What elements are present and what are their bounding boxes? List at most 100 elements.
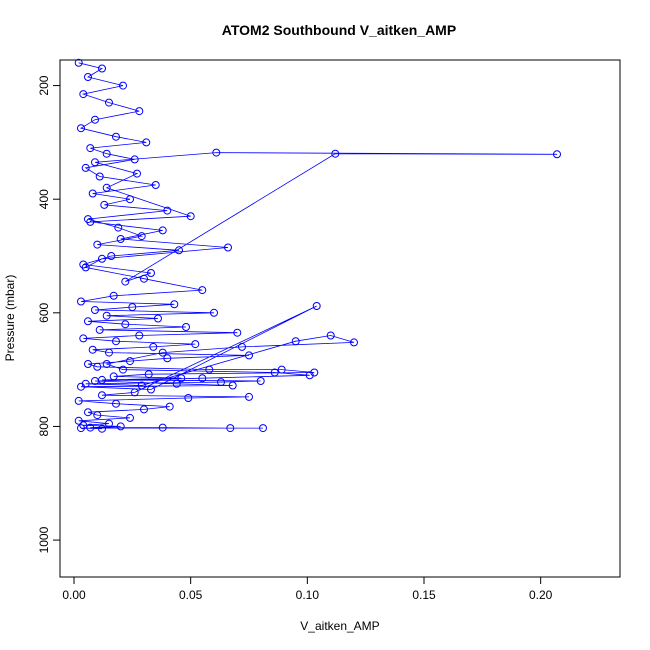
data-point bbox=[305, 371, 314, 380]
data-point bbox=[105, 419, 113, 428]
data-point bbox=[147, 385, 155, 394]
data-point bbox=[91, 306, 99, 314]
data-point bbox=[77, 297, 85, 306]
data-point bbox=[109, 372, 118, 381]
data-point bbox=[79, 421, 88, 430]
data-point bbox=[100, 200, 109, 209]
data-point bbox=[107, 252, 116, 260]
data-point bbox=[102, 311, 111, 320]
y-axis: 200 400 600 800 1000 bbox=[37, 75, 61, 553]
y-axis-label: Pressure (mbar) bbox=[3, 275, 17, 362]
data-point bbox=[84, 317, 92, 326]
data-point bbox=[310, 368, 319, 377]
data-point bbox=[91, 158, 99, 167]
data-point bbox=[182, 323, 190, 331]
data-point bbox=[147, 269, 155, 277]
y-tick-label: 200 bbox=[37, 75, 51, 95]
x-tick-label: 0.15 bbox=[412, 588, 436, 602]
data-point bbox=[109, 291, 118, 300]
x-axis: 0.00 0.05 0.10 0.15 0.20 bbox=[62, 576, 553, 602]
data-point bbox=[137, 232, 146, 241]
data-point bbox=[77, 382, 85, 391]
data-point bbox=[154, 314, 162, 323]
data-point bbox=[259, 424, 267, 433]
data-point bbox=[91, 115, 99, 124]
data-point bbox=[84, 360, 92, 368]
data-point bbox=[158, 226, 167, 235]
data-point bbox=[135, 107, 144, 116]
data-point bbox=[133, 169, 141, 178]
data-point bbox=[245, 351, 253, 360]
data-point bbox=[126, 195, 134, 204]
data-point bbox=[326, 331, 335, 340]
data-point bbox=[177, 374, 186, 383]
data-point bbox=[116, 422, 125, 431]
data-point bbox=[79, 334, 88, 343]
data-point bbox=[128, 303, 137, 312]
data-point bbox=[81, 163, 90, 172]
data-point bbox=[165, 402, 174, 411]
x-axis-label: V_aitken_AMP bbox=[300, 619, 379, 633]
data-point bbox=[198, 374, 207, 383]
data-point bbox=[137, 381, 146, 390]
data-point bbox=[77, 424, 85, 433]
data-point bbox=[135, 331, 144, 340]
data-point bbox=[121, 320, 130, 329]
data-point bbox=[158, 348, 167, 357]
y-tick-label: 400 bbox=[37, 189, 51, 209]
data-point bbox=[93, 362, 102, 371]
data-point bbox=[98, 64, 106, 73]
y-tick-label: 800 bbox=[37, 416, 51, 436]
data-point bbox=[116, 235, 125, 243]
data-point bbox=[198, 286, 207, 295]
data-point bbox=[98, 391, 106, 400]
data-point bbox=[217, 378, 225, 387]
data-point bbox=[205, 365, 214, 374]
data-point bbox=[86, 217, 95, 226]
data-point bbox=[102, 183, 111, 192]
data-point bbox=[142, 138, 151, 147]
data-point bbox=[84, 215, 92, 224]
data-point bbox=[140, 274, 148, 283]
data-point bbox=[81, 263, 90, 272]
data-point bbox=[74, 58, 83, 67]
series-line bbox=[78, 62, 558, 430]
data-point bbox=[312, 302, 321, 310]
data-point bbox=[226, 424, 235, 433]
data-point bbox=[112, 132, 120, 141]
data-point bbox=[93, 411, 102, 420]
data-point bbox=[170, 300, 179, 309]
y-tick-label: 600 bbox=[37, 302, 51, 322]
data-point bbox=[91, 377, 99, 385]
data-point bbox=[95, 172, 104, 181]
data-point bbox=[84, 73, 92, 81]
data-point bbox=[163, 354, 172, 363]
data-point bbox=[140, 405, 148, 414]
data-point bbox=[350, 338, 358, 347]
data-point bbox=[212, 148, 221, 157]
data-point bbox=[126, 413, 134, 422]
data-point bbox=[151, 181, 160, 189]
data-point bbox=[144, 370, 153, 379]
data-point bbox=[184, 394, 193, 402]
y-tick-label: 1000 bbox=[37, 526, 51, 553]
data-point bbox=[86, 423, 95, 432]
data-point bbox=[119, 81, 127, 90]
data-point bbox=[256, 377, 265, 385]
data-point bbox=[553, 150, 561, 159]
x-tick-label: 0.10 bbox=[296, 588, 320, 602]
data-point bbox=[88, 189, 97, 198]
data-point bbox=[112, 399, 120, 408]
data-point bbox=[95, 325, 104, 334]
data-point bbox=[331, 149, 340, 158]
data-point bbox=[77, 124, 85, 133]
data-point bbox=[172, 379, 181, 388]
data-point bbox=[233, 328, 242, 337]
data-point bbox=[175, 246, 183, 255]
data-point bbox=[270, 368, 279, 377]
data-point bbox=[245, 392, 253, 401]
chart-title: ATOM2 Southbound V_aitken_AMP bbox=[222, 22, 456, 38]
data-point bbox=[191, 340, 200, 349]
data-point bbox=[130, 388, 139, 397]
data-point bbox=[86, 144, 95, 153]
